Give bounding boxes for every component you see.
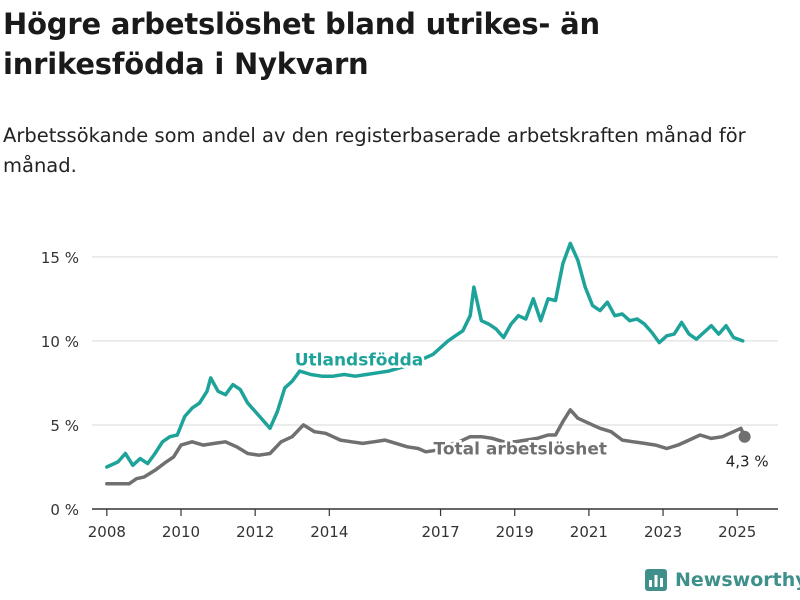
- y-tick-label: 15 %: [41, 249, 79, 267]
- x-tick-label: 2014: [310, 523, 348, 541]
- bar-chart-icon: [645, 569, 667, 591]
- newsworthy-logo: Newsworthy: [645, 569, 800, 591]
- series-label-total: Total arbetslöshet: [434, 439, 608, 459]
- x-tick-label: 2025: [718, 523, 756, 541]
- y-tick-label: 10 %: [41, 333, 79, 351]
- grid-layer: [92, 256, 778, 426]
- y-tick-label: 0 %: [50, 501, 79, 519]
- series-line-total: [105, 408, 747, 486]
- x-tick-label: 2023: [644, 523, 682, 541]
- x-tick-label: 2021: [570, 523, 608, 541]
- series-label-layer: Utlandsfödda Total arbetslöshet 4,3 %: [292, 348, 769, 471]
- series-line-utlandsfodda: [105, 241, 745, 469]
- x-tick-label: 2012: [236, 523, 274, 541]
- y-tick-label: 5 %: [50, 417, 79, 435]
- axis-layer: 0 % 5 % 10 % 15 % 2008 2010 2012 2014 2017 2019 20…: [41, 249, 778, 541]
- x-tick-label: 2017: [421, 523, 459, 541]
- x-tick-label: 2008: [88, 523, 126, 541]
- x-tick-label: 2019: [496, 523, 534, 541]
- x-tick-label: 2010: [162, 523, 200, 541]
- endpoint-marker: [738, 430, 751, 443]
- series-label-utlandsfodda: Utlandsfödda: [295, 350, 424, 370]
- logo-text: Newsworthy: [675, 569, 800, 591]
- series-layer: [105, 241, 747, 486]
- chart-subtitle: Arbetssökande som andel av den registerb…: [3, 124, 746, 177]
- endpoint-label: 4,3 %: [726, 453, 769, 471]
- chart-title: Högre arbetslöshet bland utrikes- än inr…: [3, 7, 600, 81]
